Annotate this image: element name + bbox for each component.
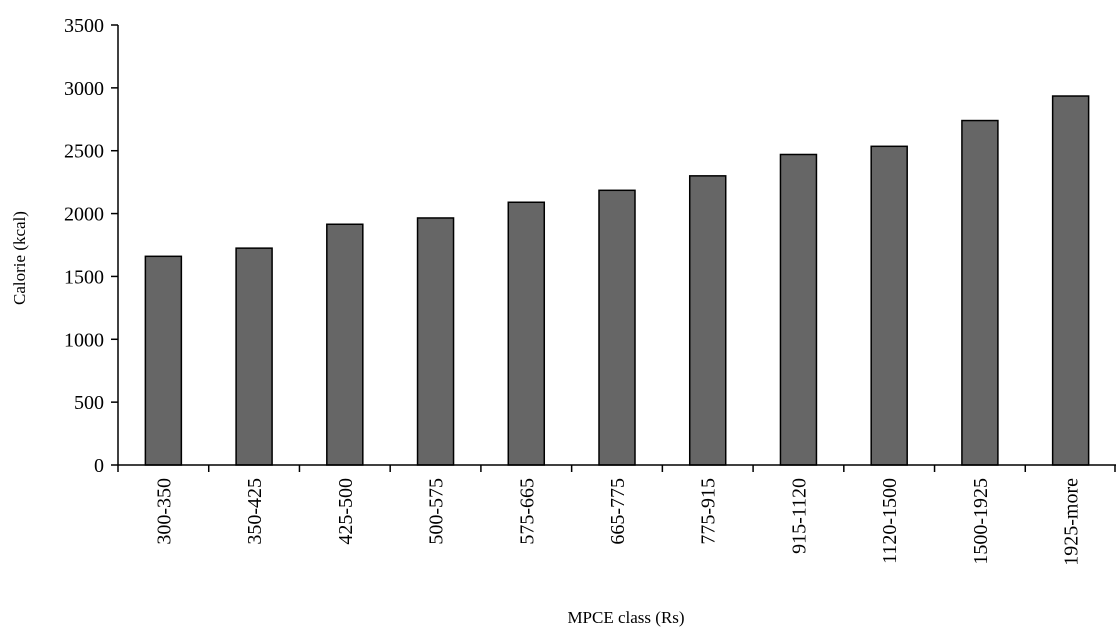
- bar: [598, 189, 636, 466]
- x-tick-label: 575-665: [516, 478, 538, 545]
- x-tick-label: 1500-1925: [970, 478, 992, 565]
- bar: [688, 175, 727, 466]
- x-tick-label: 915-1120: [788, 478, 810, 554]
- bar: [144, 255, 183, 466]
- bar: [961, 119, 999, 466]
- y-tick-label: 0: [94, 455, 104, 477]
- bar: [1051, 95, 1090, 466]
- bar: [235, 247, 273, 466]
- bar: [507, 201, 546, 466]
- bar: [870, 145, 908, 466]
- y-tick-label: 3000: [64, 78, 104, 100]
- bars-group: [144, 95, 1090, 466]
- y-tick-label: 2000: [64, 204, 104, 226]
- y-tick-label: 500: [74, 392, 104, 414]
- x-tick-label: 1925-more: [1061, 478, 1083, 566]
- bar: [416, 217, 455, 466]
- x-tick-label: 300-350: [153, 478, 175, 545]
- x-axis-title: MPCE class (Rs): [567, 608, 684, 627]
- y-tick-label: 1500: [64, 266, 104, 288]
- y-tick-label: 1000: [64, 329, 104, 351]
- x-tick-label: 665-775: [607, 478, 629, 545]
- x-axis: 300-350 350-425 425-500 500-575 575-665 665-7…: [117, 464, 1116, 566]
- x-tick-label: 775-915: [698, 478, 720, 545]
- x-tick-label: 1120-1500: [879, 478, 901, 564]
- x-tick-label: 500-575: [426, 478, 448, 545]
- y-axis-title: Calorie (kcal): [10, 211, 29, 305]
- y-tick-label: 2500: [64, 141, 104, 163]
- y-tick-label: 3500: [64, 15, 104, 37]
- y-axis: 0 500 1000 1500 2000 2500 3000 3500: [64, 15, 119, 477]
- bar: [779, 153, 818, 466]
- x-tick-label: 425-500: [335, 478, 357, 545]
- x-tick-label: 350-425: [244, 478, 266, 545]
- bar: [326, 223, 364, 466]
